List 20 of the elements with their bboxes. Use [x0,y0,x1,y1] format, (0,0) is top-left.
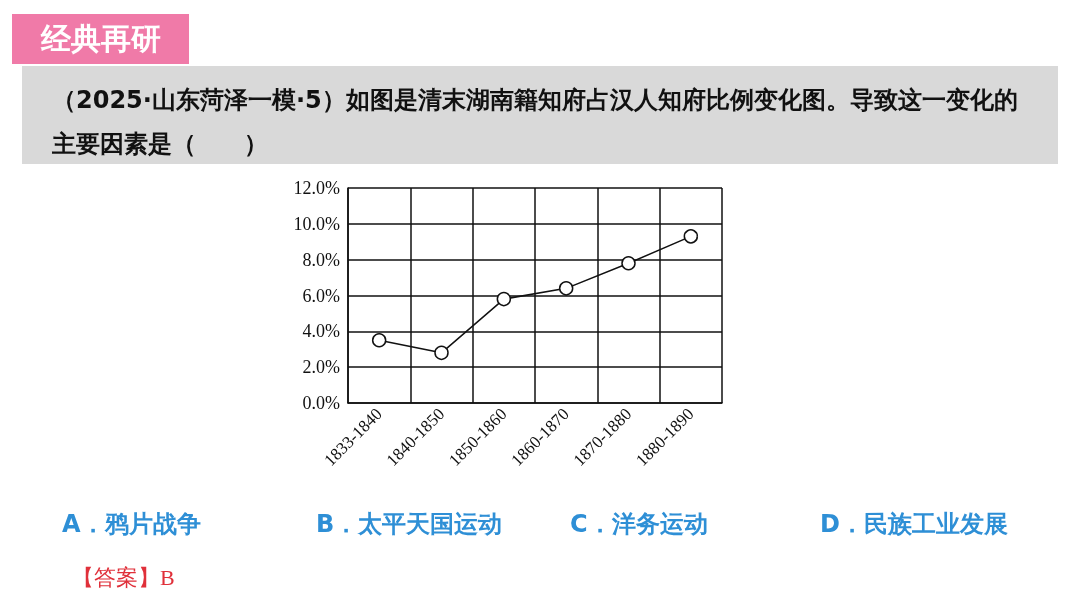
point [434,345,449,361]
y-tick-label: 4.0% [302,321,340,342]
point [558,281,574,296]
y-tick-label: 8.0% [302,249,340,270]
y-tick-label: 0.0% [302,393,340,413]
text: A．鸦片战争 [62,509,201,540]
y-tick-label: 12.0% [293,178,340,198]
y-tick-label: 6.0% [302,285,340,306]
chart-title: （2025·山东菏泽一模·5）如图是清末湖南籍知府占汉人知府比例变化图。导致这一变化的主要因素是（ ） [22,66,1058,166]
point [621,256,636,271]
text: 经典再研 [12,14,189,64]
y-tick-label: 10.0% [293,213,340,234]
text: B．太平天国运动 [316,509,503,540]
text: D．民族工业发展 [820,509,1008,540]
y-tick-label: 2.0% [302,357,340,378]
point [683,229,699,244]
text: C．洋务运动 [570,509,708,540]
text: 【答案】B [72,565,175,590]
point [496,291,512,307]
point [371,333,387,348]
